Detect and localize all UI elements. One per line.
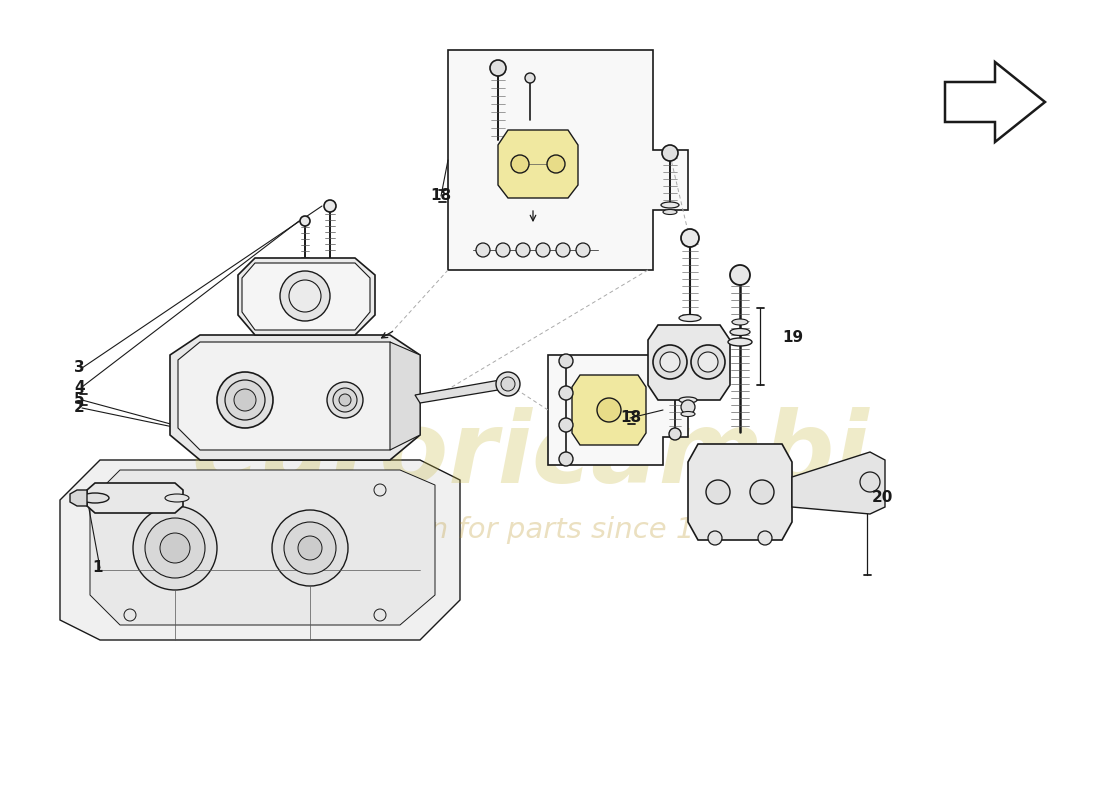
Polygon shape [945,62,1045,142]
Circle shape [758,531,772,545]
Circle shape [145,518,205,578]
Circle shape [559,452,573,466]
Circle shape [662,145,678,161]
Ellipse shape [679,314,701,322]
Circle shape [512,155,529,173]
Circle shape [547,155,565,173]
Ellipse shape [661,202,679,208]
Ellipse shape [81,493,109,503]
Text: 20: 20 [872,490,893,506]
Circle shape [691,345,725,379]
Circle shape [160,533,190,563]
Text: a passion for parts since 1985: a passion for parts since 1985 [310,516,750,544]
Text: euroricambi: euroricambi [191,406,869,503]
Circle shape [496,243,510,257]
Circle shape [339,394,351,406]
Circle shape [681,400,695,414]
Text: 19: 19 [782,330,803,346]
Polygon shape [70,490,87,506]
Text: 2: 2 [74,401,85,415]
Ellipse shape [732,319,748,325]
Circle shape [298,536,322,560]
Ellipse shape [730,329,750,335]
Circle shape [860,472,880,492]
Text: 3: 3 [74,361,85,375]
Polygon shape [448,50,688,270]
Polygon shape [390,342,420,450]
Polygon shape [87,483,183,513]
Ellipse shape [681,411,695,417]
Text: 18: 18 [620,410,641,426]
Polygon shape [498,130,578,198]
Circle shape [490,60,506,76]
Circle shape [556,243,570,257]
Circle shape [327,382,363,418]
Polygon shape [648,325,730,400]
Polygon shape [792,452,886,514]
Ellipse shape [663,210,676,214]
Circle shape [597,398,622,422]
Circle shape [660,352,680,372]
Circle shape [374,609,386,621]
Polygon shape [415,380,510,403]
Circle shape [226,380,265,420]
Circle shape [559,418,573,432]
Circle shape [234,389,256,411]
Circle shape [525,73,535,83]
Circle shape [559,354,573,368]
Ellipse shape [165,494,189,502]
Circle shape [324,200,336,212]
Text: 5: 5 [74,393,85,407]
Circle shape [669,380,681,392]
Polygon shape [238,258,375,335]
Text: 18: 18 [430,189,451,203]
Polygon shape [178,342,415,450]
Circle shape [750,480,774,504]
Circle shape [698,352,718,372]
Circle shape [217,372,273,428]
Circle shape [576,243,590,257]
Circle shape [133,506,217,590]
Circle shape [284,522,336,574]
Circle shape [516,243,530,257]
Circle shape [124,484,136,496]
Circle shape [124,609,136,621]
Polygon shape [170,335,420,460]
Circle shape [706,480,730,504]
Circle shape [272,510,348,586]
Polygon shape [90,470,434,625]
Polygon shape [688,444,792,540]
Text: 4: 4 [74,379,85,394]
Circle shape [653,345,688,379]
Circle shape [280,271,330,321]
Circle shape [559,386,573,400]
Circle shape [730,265,750,285]
Polygon shape [60,460,460,640]
Circle shape [333,388,358,412]
Polygon shape [242,263,370,330]
Circle shape [496,372,520,396]
Circle shape [476,243,490,257]
Ellipse shape [728,338,752,346]
Text: 1: 1 [92,561,102,575]
Circle shape [669,428,681,440]
Polygon shape [572,375,646,445]
Circle shape [374,484,386,496]
Circle shape [681,229,698,247]
Circle shape [708,531,722,545]
Circle shape [300,216,310,226]
Circle shape [289,280,321,312]
Circle shape [536,243,550,257]
Circle shape [500,377,515,391]
Ellipse shape [679,397,697,403]
Polygon shape [548,355,688,465]
